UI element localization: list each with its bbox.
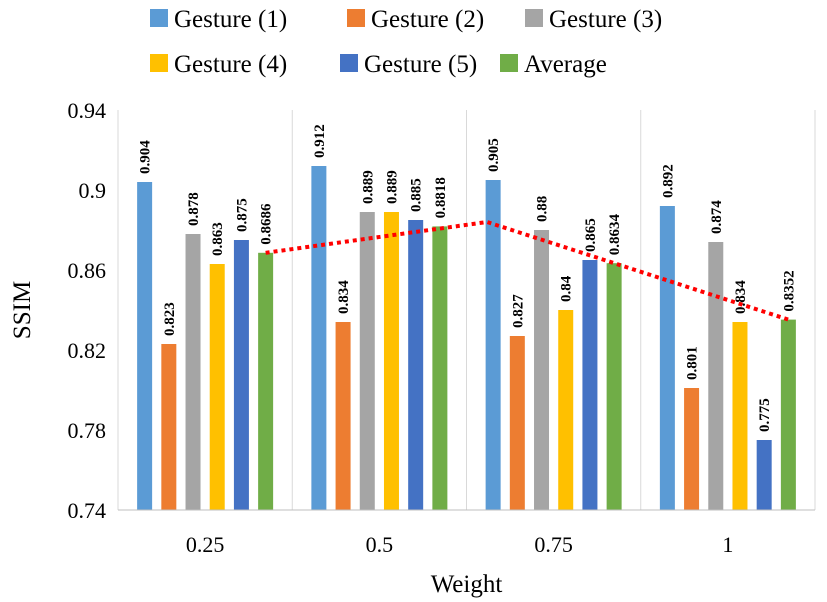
data-label: 0.865 [583,218,599,252]
axes: 0.74 0.78 0.82 0.86 0.9 0.94 0.25 0.5 0.75 1 Weigh… [9,98,815,598]
y-tick-label: 0.86 [68,258,107,283]
y-tick-label: 0.9 [79,178,107,203]
bar [606,263,622,510]
bars [137,166,796,511]
data-label: 0.874 [709,200,725,234]
legend-swatch [347,9,365,27]
data-label: 0.823 [162,302,178,336]
bar [558,310,574,510]
data-label: 0.84 [559,275,575,302]
bar [780,319,796,510]
data-label: 0.889 [384,170,400,204]
data-label: 0.889 [360,170,376,204]
data-label: 0.834 [733,280,749,314]
data-label: 0.892 [660,164,676,198]
data-label: 0.801 [685,346,701,380]
x-tick-label: 0.5 [366,532,394,557]
bar [756,440,772,510]
bar [659,206,675,510]
bar [209,264,225,510]
data-label: 0.885 [409,178,425,212]
legend-label: Gesture (5) [364,51,477,78]
bar [258,252,274,511]
data-label: 0.875 [234,198,250,232]
bar [335,322,351,510]
legend: Gesture (1) Gesture (2) Gesture (3) Gesture… [150,6,662,78]
data-label: 0.834 [336,280,352,314]
legend-swatch [150,54,168,72]
legend-swatch [150,9,168,27]
legend-swatch [500,54,518,72]
data-label: 0.8352 [781,270,797,311]
trend-line [265,219,789,322]
bar [534,230,550,510]
legend-swatch [340,54,358,72]
x-tick-label: 0.75 [534,532,573,557]
data-label: 0.904 [138,140,154,174]
bar [233,240,249,510]
y-axis-title: SSIM [9,281,36,339]
legend-label: Average [524,51,607,78]
x-tick-label: 0.25 [186,532,225,557]
data-label: 0.878 [186,192,202,226]
bar [708,242,724,510]
data-labels: 0.904 0.912 0.905 0.892 0.823 0.834 0.827 0.801… [138,124,798,432]
data-label: 0.775 [757,398,773,432]
bar [582,260,598,510]
bar [509,336,525,510]
bar [432,226,448,510]
data-label: 0.8634 [607,213,623,255]
data-label: 0.88 [535,196,551,222]
x-tick-label: 1 [722,532,733,557]
bar [161,344,177,510]
bar [383,212,399,510]
data-label: 0.863 [210,222,226,256]
bar [485,180,501,510]
bar [311,166,327,510]
data-label: 0.827 [510,294,526,328]
data-label: 0.8686 [259,203,275,245]
x-axis-title: Weight [431,571,503,598]
data-label: 0.8818 [433,177,449,218]
bar [684,388,700,510]
bar [185,234,201,510]
average-trend-line [265,219,789,322]
data-label: 0.912 [312,124,328,158]
data-label: 0.905 [486,138,502,172]
legend-label: Gesture (4) [174,51,287,78]
legend-label: Gesture (1) [174,6,287,33]
bar [137,182,153,510]
legend-swatch [525,9,543,27]
y-tick-label: 0.94 [68,98,107,123]
bar [359,212,375,510]
legend-label: Gesture (3) [549,6,662,33]
bar [732,322,748,510]
category-separators [117,110,816,510]
legend-label: Gesture (2) [371,6,484,33]
y-tick-label: 0.74 [68,498,107,523]
bar [408,220,424,510]
y-tick-label: 0.82 [68,338,107,363]
y-tick-label: 0.78 [68,418,107,443]
